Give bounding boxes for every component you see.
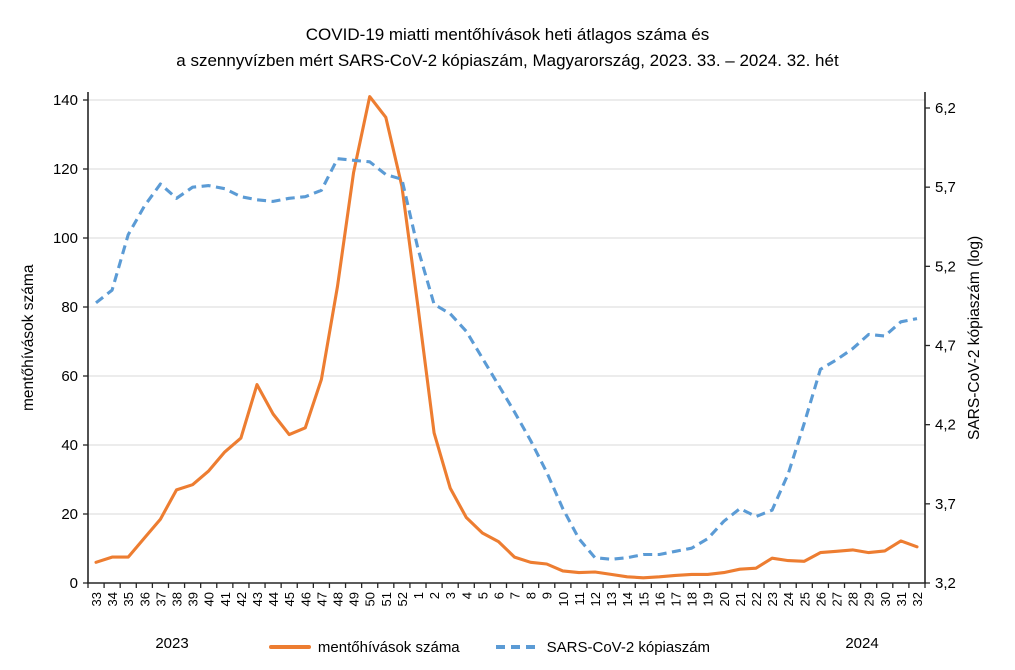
x-tick-label: 15	[636, 592, 651, 606]
x-tick-label: 35	[121, 592, 136, 606]
x-tick-label: 3	[443, 592, 458, 599]
left-tick-label: 120	[53, 161, 78, 178]
right-tick-label: 5,2	[935, 258, 956, 275]
chart-title: COVID-19 miatti mentőhívások heti átlago…	[0, 22, 1015, 74]
left-tick-label: 80	[61, 299, 78, 316]
x-tick-label: 8	[524, 592, 539, 599]
x-tick-label: 16	[652, 592, 667, 606]
chart-title-line1: COVID-19 miatti mentőhívások heti átlago…	[305, 25, 710, 44]
x-tick-label: 40	[202, 592, 217, 606]
x-tick-label: 47	[314, 592, 329, 606]
x-tick-label: 48	[330, 592, 345, 606]
legend-item-ambulance-calls: mentőhívások száma	[268, 638, 460, 656]
chart-title-line2: a szennyvízben mért SARS-CoV-2 kópiaszám…	[176, 51, 839, 70]
legend-swatch-dashed-line-icon	[495, 645, 540, 649]
x-tick-label: 20	[717, 592, 732, 606]
x-tick-label: 11	[572, 592, 587, 606]
x-tick-label: 28	[846, 592, 861, 606]
x-tick-label: 31	[894, 592, 909, 606]
x-tick-label: 12	[588, 592, 603, 606]
x-tick-label: 21	[733, 592, 748, 606]
x-tick-label: 41	[218, 592, 233, 606]
right-tick-label: 4,7	[935, 338, 956, 355]
right-tick-label: 3,7	[935, 496, 956, 513]
x-tick-label: 50	[363, 592, 378, 606]
x-tick-label: 51	[379, 592, 394, 606]
x-tick-label: 30	[878, 592, 893, 606]
x-tick-label: 2	[427, 592, 442, 599]
x-tick-label: 25	[797, 592, 812, 606]
x-tick-label: 39	[186, 592, 201, 606]
x-tick-label: 5	[475, 592, 490, 599]
x-tick-label: 14	[620, 592, 635, 606]
x-tick-label: 29	[862, 592, 877, 606]
x-tick-label: 4	[459, 592, 474, 599]
x-tick-label: 24	[781, 592, 796, 606]
x-tick-label: 44	[266, 592, 281, 606]
left-tick-label: 140	[53, 92, 78, 109]
x-tick-label: 27	[829, 592, 844, 606]
x-tick-label: 52	[395, 592, 410, 606]
right-tick-label: 3,2	[935, 575, 956, 592]
x-axis-year-2024: 2024	[845, 635, 879, 652]
x-tick-label: 32	[910, 592, 925, 606]
x-tick-label: 1	[411, 592, 426, 599]
x-tick-label: 18	[685, 592, 700, 606]
series-line-ambulance-calls	[94, 95, 919, 580]
x-tick-label: 45	[282, 592, 297, 606]
x-tick-label: 6	[491, 592, 506, 599]
left-tick-label: 40	[61, 437, 78, 454]
right-tick-label: 6,2	[935, 100, 956, 117]
x-tick-label: 26	[813, 592, 828, 606]
x-tick-label: 9	[540, 592, 555, 599]
legend-label-sars-copy-number: SARS-CoV-2 kópiaszám	[546, 638, 711, 656]
x-tick-label: 33	[89, 592, 104, 606]
right-tick-label: 4,2	[935, 417, 956, 434]
x-tick-label: 37	[153, 592, 168, 606]
left-tick-label: 20	[61, 506, 78, 523]
x-tick-label: 13	[604, 592, 619, 606]
x-tick-label: 22	[749, 592, 764, 606]
x-tick-label: 36	[137, 592, 152, 606]
x-tick-label: 19	[701, 592, 716, 606]
x-tick-label: 46	[298, 592, 313, 606]
x-tick-label: 43	[250, 592, 265, 606]
chart-legend: mentőhívások száma SARS-CoV-2 kópiaszám	[0, 636, 997, 658]
x-axis-year-2023: 2023	[155, 635, 189, 652]
left-tick-label: 0	[70, 575, 78, 592]
x-tick-label: 7	[508, 592, 523, 599]
x-tick-label: 38	[170, 592, 185, 606]
series-line-sars-cov-2	[95, 157, 918, 561]
right-tick-label: 5,7	[935, 179, 956, 196]
left-tick-label: 100	[53, 230, 78, 247]
legend-label-ambulance-calls: mentőhívások száma	[317, 638, 460, 656]
x-tick-label: 34	[105, 592, 120, 606]
left-tick-label: 60	[61, 368, 78, 385]
x-tick-label: 49	[347, 592, 362, 606]
legend-swatch-solid-line-icon	[268, 645, 311, 649]
legend-item-sars-copy-number: SARS-CoV-2 kópiaszám	[495, 638, 711, 656]
x-tick-label: 23	[765, 592, 780, 606]
x-tick-label: 42	[234, 592, 249, 606]
x-tick-label: 10	[556, 592, 571, 606]
x-tick-label: 17	[669, 592, 684, 606]
